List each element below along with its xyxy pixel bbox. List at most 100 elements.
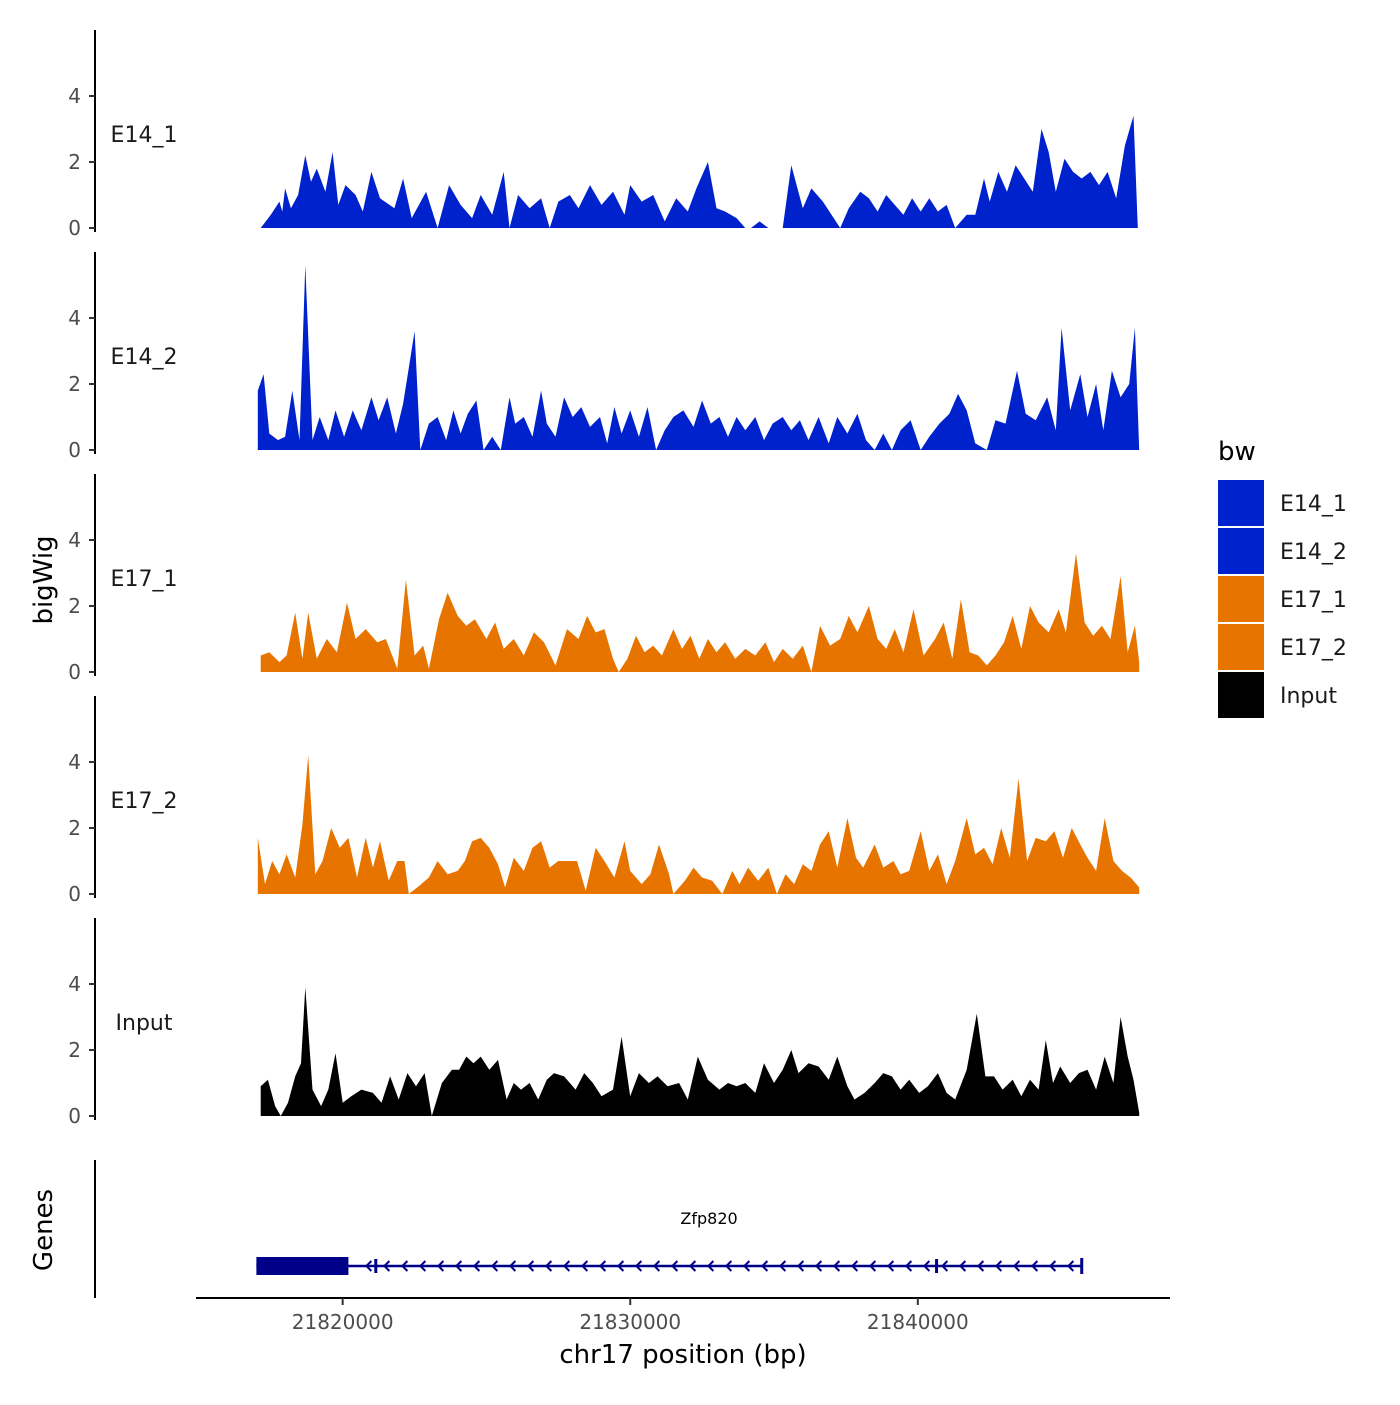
strand-arrow: [562, 1260, 571, 1272]
strand-arrow: [724, 1260, 733, 1272]
legend-label: E17_2: [1280, 636, 1347, 661]
track-E14_1: 0 2 4 E14_1: [68, 30, 1138, 240]
y-tick-label: 0: [68, 882, 81, 906]
strand-arrow: [508, 1260, 517, 1272]
legend-item-E17_1: E17_1: [1218, 576, 1347, 622]
strand-arrow: [1066, 1260, 1075, 1272]
strand-arrow: [616, 1260, 625, 1272]
x-tick-label: 21830000: [579, 1310, 681, 1334]
strand-arrow: [418, 1260, 427, 1272]
strand-arrow: [814, 1260, 823, 1272]
legend-swatch: [1218, 624, 1264, 670]
strand-arrow: [670, 1260, 679, 1272]
track-E17_1: 0 2 4 E17_1: [68, 474, 1140, 684]
gene-name-label: Zfp820: [680, 1209, 737, 1228]
track-label: E14_1: [111, 123, 178, 148]
legend-item-E14_1: E14_1: [1218, 480, 1347, 526]
gene-exon: [374, 1259, 378, 1273]
strand-arrow: [472, 1260, 481, 1272]
legend-item-E14_2: E14_2: [1218, 528, 1347, 574]
coverage-area: [260, 987, 1140, 1116]
track-Input: 0 2 4 Input: [68, 918, 1140, 1128]
track-E14_2: 0 2 4 E14_2: [68, 252, 1140, 462]
y-tick-label: 0: [68, 216, 81, 240]
track-E17_2: 0 2 4 E17_2: [68, 696, 1140, 906]
coverage-area: [257, 265, 1140, 450]
strand-arrow: [832, 1260, 841, 1272]
legend-swatch: [1218, 480, 1264, 526]
legend-item-Input: Input: [1218, 672, 1337, 718]
y-tick-label: 2: [68, 816, 81, 840]
legend-swatch: [1218, 528, 1264, 574]
strand-arrow: [886, 1260, 895, 1272]
strand-arrow: [940, 1260, 949, 1272]
legend-label: E14_1: [1280, 492, 1347, 517]
x-axis-title: chr17 position (bp): [559, 1340, 806, 1370]
strand-arrow: [706, 1260, 715, 1272]
y-tick-label: 4: [68, 750, 81, 774]
y-tick-label: 4: [68, 528, 81, 552]
strand-arrow: [994, 1260, 1003, 1272]
legend-item-E17_2: E17_2: [1218, 624, 1347, 670]
x-axis: 21820000 21830000 21840000: [196, 1297, 1170, 1334]
y-axis-title: bigWig: [29, 535, 59, 624]
legend: bw E14_1 E14_2 E17_1 E17_2 Input: [1218, 437, 1347, 718]
strand-arrow: [490, 1260, 499, 1272]
y-tick-label: 2: [68, 372, 81, 396]
y-tick-label: 4: [68, 972, 81, 996]
strand-arrow: [904, 1260, 913, 1272]
track-label: E14_2: [111, 345, 178, 370]
strand-arrow: [400, 1260, 409, 1272]
x-tick-label: 21840000: [867, 1310, 969, 1334]
gene-exon: [935, 1259, 939, 1273]
track-label: E17_2: [111, 789, 178, 814]
legend-label: Input: [1280, 684, 1337, 709]
coverage-area: [257, 755, 1140, 894]
strand-arrow: [598, 1260, 607, 1272]
strand-arrow: [526, 1260, 535, 1272]
strand-arrow: [850, 1260, 859, 1272]
y-tick-label: 2: [68, 594, 81, 618]
coverage-area: [260, 553, 1140, 672]
y-tick-label: 0: [68, 1104, 81, 1128]
genes-axis-title: Genes: [29, 1189, 59, 1271]
gene-Zfp820: Zfp820: [256, 1209, 1084, 1275]
strand-arrow: [454, 1260, 463, 1272]
gene-exon: [256, 1257, 349, 1275]
coverage-area: [260, 115, 1138, 228]
strand-arrow: [796, 1260, 805, 1272]
strand-arrow: [436, 1260, 445, 1272]
x-tick-label: 21820000: [292, 1310, 394, 1334]
strand-arrow: [976, 1260, 985, 1272]
y-tick-label: 2: [68, 150, 81, 174]
track-label: Input: [116, 1011, 173, 1036]
strand-arrow: [760, 1260, 769, 1272]
track-label: E17_1: [111, 567, 178, 592]
strand-arrow: [544, 1260, 553, 1272]
legend-swatch: [1218, 672, 1264, 718]
strand-arrow: [742, 1260, 751, 1272]
legend-title: bw: [1218, 437, 1256, 467]
strand-arrow: [364, 1260, 373, 1272]
y-tick-label: 0: [68, 660, 81, 684]
strand-arrow: [1048, 1260, 1057, 1272]
strand-arrow: [922, 1260, 931, 1272]
y-tick-label: 4: [68, 84, 81, 108]
strand-arrow: [688, 1260, 697, 1272]
y-tick-label: 2: [68, 1038, 81, 1062]
strand-arrow: [958, 1260, 967, 1272]
y-tick-label: 0: [68, 438, 81, 462]
legend-swatch: [1218, 576, 1264, 622]
strand-arrow: [634, 1260, 643, 1272]
genes-layer: Zfp820: [94, 1160, 1084, 1298]
y-tick-label: 4: [68, 306, 81, 330]
tracks-layer: 0 2 4 E14_1 0 2 4 E14_2 0 2 4 E17_1 0 2 4 E17_2 0 2 4 Input: [68, 30, 1140, 1128]
strand-arrow: [382, 1260, 391, 1272]
strand-arrow: [580, 1260, 589, 1272]
legend-label: E14_2: [1280, 540, 1347, 565]
strand-arrow: [652, 1260, 661, 1272]
strand-arrow: [1012, 1260, 1021, 1272]
strand-arrow: [868, 1260, 877, 1272]
